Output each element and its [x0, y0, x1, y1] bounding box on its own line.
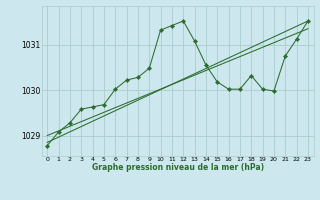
- X-axis label: Graphe pression niveau de la mer (hPa): Graphe pression niveau de la mer (hPa): [92, 163, 264, 172]
